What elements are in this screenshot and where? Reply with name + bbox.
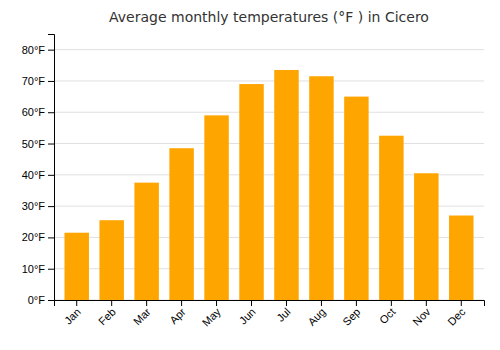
- x-tick-mark: [251, 300, 252, 306]
- x-tick-label: Aug: [305, 306, 327, 328]
- y-tick-mark: [48, 237, 54, 238]
- y-tick-label: 0°F: [28, 294, 46, 306]
- x-tick: Jul: [274, 300, 292, 324]
- bar: [204, 115, 228, 300]
- bar: [414, 173, 438, 300]
- y-tick: 40°F: [22, 169, 54, 181]
- x-tick: Mar: [131, 300, 153, 327]
- x-tick: Apr: [167, 300, 188, 326]
- y-tick-label: 50°F: [22, 138, 46, 150]
- bar: [99, 220, 123, 300]
- x-tick-label: Mar: [131, 305, 153, 327]
- y-tick-mark: [48, 175, 54, 176]
- x-tick-mark: [391, 300, 392, 306]
- x-tick: Dec: [445, 300, 468, 328]
- y-tick-mark: [48, 144, 54, 145]
- y-tick: 80°F: [22, 44, 54, 56]
- x-tick-mark: [146, 300, 147, 306]
- y-tick: 10°F: [22, 263, 54, 275]
- bar: [239, 84, 263, 300]
- y-tick-label: 40°F: [22, 169, 46, 181]
- x-tick: Nov: [410, 300, 433, 328]
- bar: [449, 216, 473, 300]
- y-tick-mark: [48, 112, 54, 113]
- x-tick: Sep: [340, 300, 362, 328]
- bars: [64, 70, 473, 300]
- y-tick-mark: [48, 81, 54, 82]
- x-tick-label: Jan: [62, 306, 83, 327]
- bar: [64, 233, 88, 300]
- x-tick-mark: [286, 300, 287, 306]
- x-tick-mark: [181, 300, 182, 306]
- x-axis: Jan Feb Mar Apr May Jun Jul Aug Sep Oct Nov Dec: [55, 300, 485, 329]
- x-tick-label: Dec: [445, 305, 468, 328]
- x-tick-mark: [461, 300, 462, 306]
- x-tick-mark: [356, 300, 357, 306]
- y-tick-label: 20°F: [22, 231, 46, 243]
- x-tick-mark: [321, 300, 322, 306]
- x-tick-label: Oct: [377, 306, 398, 327]
- y-tick-mark: [48, 300, 54, 301]
- x-tick-label: Feb: [96, 306, 118, 328]
- x-tick-mark: [76, 300, 77, 306]
- y-tick-mark: [48, 206, 54, 207]
- x-tick-label: Jul: [274, 306, 292, 324]
- y-tick: 0°F: [28, 294, 54, 306]
- bar: [274, 70, 298, 300]
- y-tick-label: 60°F: [22, 106, 46, 118]
- grid-line: [54, 80, 484, 81]
- x-tick-label: Apr: [167, 305, 188, 326]
- x-tick-mark: [111, 300, 112, 306]
- x-tick: Feb: [96, 300, 118, 327]
- bar: [169, 148, 193, 300]
- grid-line: [54, 143, 484, 144]
- y-tick: 20°F: [22, 231, 54, 243]
- bar: [344, 97, 368, 300]
- x-tick-label: May: [200, 305, 224, 329]
- x-tick-label: Jun: [237, 306, 258, 327]
- y-tick: 60°F: [22, 106, 54, 118]
- bar: [134, 183, 158, 300]
- y-tick-mark: [48, 269, 54, 270]
- x-tick-label: Nov: [410, 305, 433, 328]
- bar: [309, 76, 333, 300]
- x-tick: Aug: [305, 300, 327, 328]
- y-tick: 70°F: [22, 75, 54, 87]
- grid-line: [54, 49, 484, 50]
- x-tick: May: [200, 300, 224, 329]
- y-axis: 0°F 10°F 20°F 30°F 40°F 50°F 60°F 70°F 80°F: [22, 35, 55, 307]
- x-axis-line: [55, 301, 485, 307]
- x-tick: Jan: [62, 300, 83, 327]
- chart: Jan Feb Mar Apr May Jun Jul Aug Sep Oct Nov Dec 0°F 1…: [0, 0, 500, 350]
- y-tick-label: 30°F: [22, 200, 46, 212]
- x-tick-label: Sep: [340, 306, 362, 328]
- x-tick-mark: [426, 300, 427, 306]
- x-tick: Oct: [377, 300, 398, 326]
- x-tick: Jun: [237, 300, 258, 327]
- y-axis-line: [48, 35, 55, 301]
- y-tick-mark: [48, 50, 54, 51]
- x-tick-mark: [216, 300, 217, 306]
- grid: [54, 50, 484, 300]
- y-tick-label: 70°F: [22, 75, 46, 87]
- title: Average monthly temperatures (°F ) in Ci…: [109, 9, 429, 25]
- y-tick-label: 80°F: [22, 44, 46, 56]
- y-tick: 50°F: [22, 138, 54, 150]
- bar: [379, 136, 403, 300]
- y-tick: 30°F: [22, 200, 54, 212]
- y-tick-label: 10°F: [22, 263, 46, 275]
- grid-line: [54, 112, 484, 113]
